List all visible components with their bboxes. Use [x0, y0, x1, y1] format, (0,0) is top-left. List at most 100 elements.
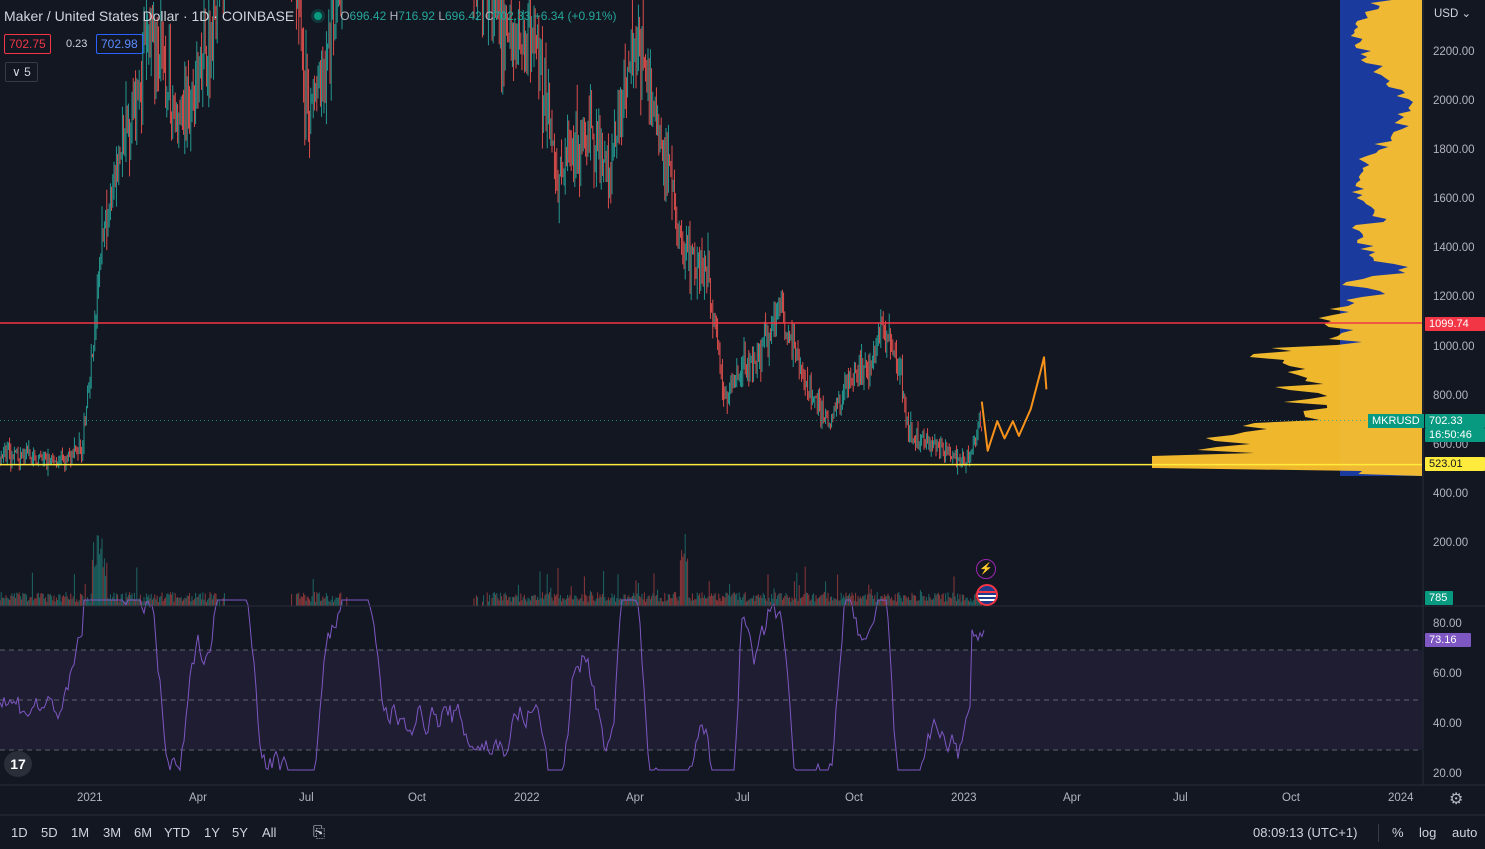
price-tick-label: 1400.00	[1433, 242, 1475, 255]
volume-bar	[222, 597, 224, 606]
volume-bar	[895, 601, 897, 606]
volume-bar	[719, 598, 721, 606]
volume-bar	[803, 594, 805, 606]
volume-bar	[793, 581, 795, 606]
volume-bar	[691, 593, 693, 606]
timeframe-button-ytd[interactable]: YTD	[164, 825, 190, 840]
volume-bar	[886, 595, 888, 606]
volume-bar	[927, 600, 929, 606]
volume-bar	[27, 601, 29, 606]
volume-bar	[912, 595, 914, 606]
volume-bar	[78, 600, 80, 606]
volume-bar	[954, 596, 956, 606]
volume-bar	[208, 598, 210, 606]
volume-bar	[606, 600, 608, 606]
volume-bar	[903, 595, 905, 606]
volume-bar	[63, 595, 65, 606]
volume-bar	[534, 594, 536, 606]
sell-price-box[interactable]: 702.75	[4, 34, 51, 54]
volume-bar	[618, 599, 620, 606]
volume-bar	[502, 600, 504, 606]
auto-scale-button[interactable]: auto	[1452, 825, 1478, 840]
volume-bar	[749, 599, 751, 606]
volume-bar	[595, 598, 597, 606]
indicators-toggle-button[interactable]: ∨ 5	[5, 62, 38, 82]
volume-bar	[930, 599, 932, 606]
us-flag-event-icon[interactable]	[976, 584, 998, 606]
symbol-title[interactable]: Maker / United States Dollar · 1D · COIN…	[4, 8, 295, 24]
volume-bar	[569, 595, 571, 606]
gear-icon[interactable]: ⚙	[1449, 791, 1464, 808]
volume-bar	[713, 594, 715, 606]
volume-bar	[198, 594, 200, 606]
volume-bar	[675, 592, 677, 606]
timeframe-button-6m[interactable]: 6M	[134, 825, 153, 840]
buy-price-box[interactable]: 702.98	[96, 34, 143, 54]
volume-bar	[617, 574, 619, 606]
volume-bar	[630, 597, 632, 606]
volume-bar	[622, 599, 624, 606]
volume-bar	[766, 600, 768, 606]
candles	[0, 0, 983, 477]
volume-bar	[59, 594, 61, 606]
projection-drawing	[980, 356, 1048, 452]
timeframe-button-5y[interactable]: 5Y	[232, 825, 248, 840]
volume-bar	[19, 596, 21, 606]
volume-bar	[168, 594, 170, 606]
volume-bar	[671, 598, 673, 606]
timeframe-button-3m[interactable]: 3M	[103, 825, 122, 840]
volume-bar	[3, 597, 5, 606]
timeframe-button-1d[interactable]: 1D	[11, 825, 28, 840]
volume-bar	[537, 596, 539, 606]
currency-selector[interactable]: USD ⌄	[1434, 8, 1472, 20]
volume-bar	[813, 593, 815, 606]
volume-bar	[41, 593, 43, 606]
time-tick-label: Oct	[1282, 792, 1300, 804]
log-scale-button[interactable]: log	[1419, 825, 1437, 840]
volume-bar	[627, 597, 629, 606]
volume-bar	[859, 596, 861, 606]
volume-bar	[712, 596, 714, 606]
timeframe-button-all[interactable]: All	[262, 825, 277, 840]
volume-bar	[103, 558, 105, 606]
volume-bar	[174, 593, 176, 606]
volume-bar	[161, 592, 163, 606]
volume-bar	[178, 598, 180, 606]
lightning-event-icon[interactable]: ⚡	[976, 559, 996, 579]
volume-bar	[532, 596, 534, 606]
volume-bar	[784, 595, 786, 606]
tradingview-logo-icon[interactable]: 17	[4, 751, 32, 777]
volume-bar	[897, 593, 899, 606]
volume-bar	[17, 593, 19, 606]
spread-value: 0.23	[66, 38, 88, 50]
volume-bar	[327, 595, 329, 606]
volume-bar	[64, 596, 66, 606]
volume-bar	[640, 597, 642, 606]
volume-bar	[199, 593, 201, 606]
volume-bar	[781, 599, 783, 606]
clock-display[interactable]: 08:09:13 (UTC+1)	[1253, 825, 1358, 840]
timeframe-button-1m[interactable]: 1M	[71, 825, 90, 840]
timeframe-button-5d[interactable]: 5D	[41, 825, 58, 840]
volume-bar	[635, 580, 637, 606]
volume-bar	[976, 598, 978, 606]
volume-bar	[707, 596, 709, 606]
volume-bar	[605, 600, 607, 606]
volume-bar	[905, 596, 907, 606]
volume-bar	[508, 597, 510, 606]
volume-bar	[816, 598, 818, 606]
volume-bar	[511, 596, 513, 606]
date-range-icon[interactable]: ⎘	[313, 824, 326, 841]
volume-bar	[557, 567, 559, 606]
volume-bar	[924, 600, 926, 606]
timeframe-button-1y[interactable]: 1Y	[204, 825, 220, 840]
volume-bar	[0, 592, 2, 606]
volume-bar	[893, 600, 895, 606]
volume-bar	[817, 597, 819, 606]
volume-bar	[966, 597, 968, 606]
volume-bar	[808, 594, 810, 606]
percent-scale-button[interactable]: %	[1392, 825, 1404, 840]
volume-bar	[307, 597, 309, 606]
volume-bar	[145, 593, 147, 606]
